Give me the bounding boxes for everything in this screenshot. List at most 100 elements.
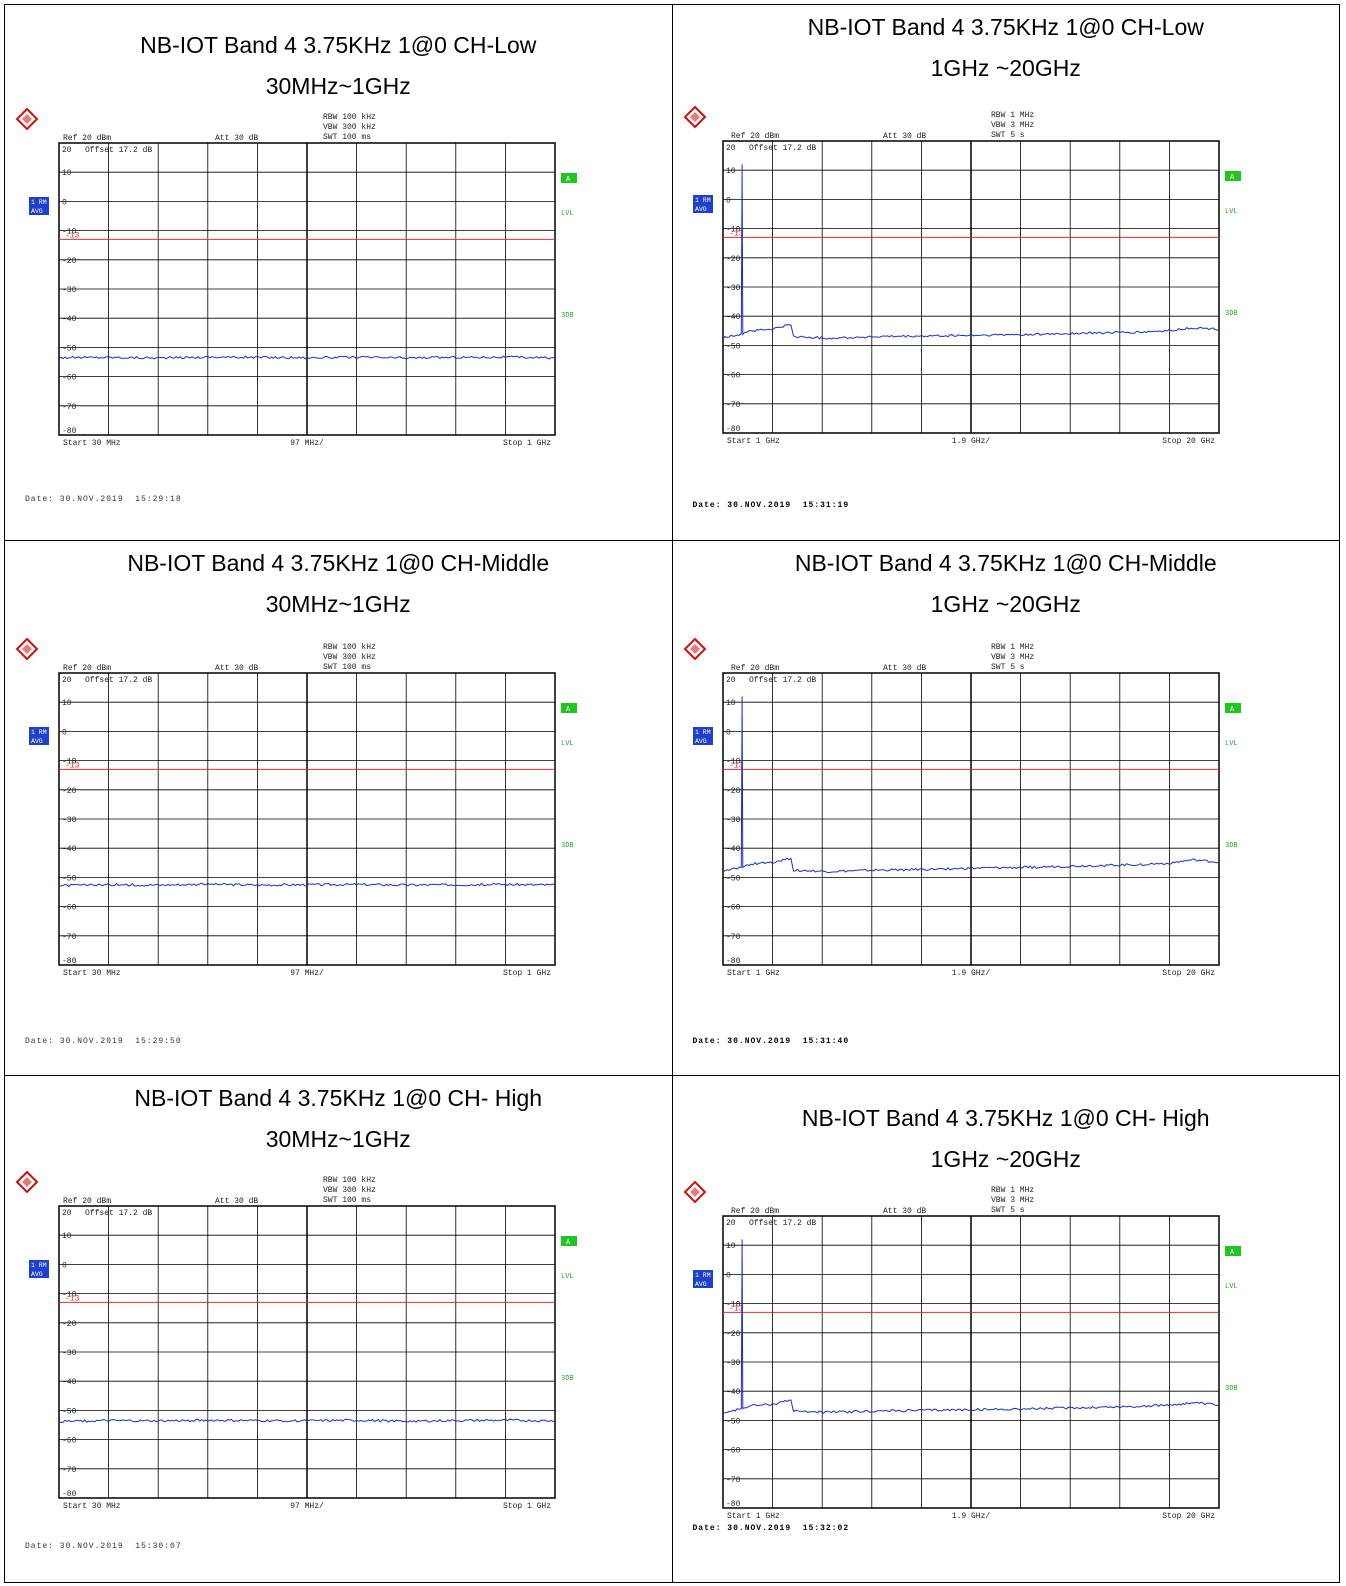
trace-badge: 1 RM AVG	[692, 727, 713, 745]
y-tick-label: 0	[726, 196, 731, 205]
panel-title-line2: 1GHz ~20GHz	[930, 1146, 1081, 1172]
panel-cell: NB-IOT Band 4 3.75KHz 1@0 CH-Middle 30MHz…	[4, 540, 673, 1076]
attenuation-label: Att 30 dB	[883, 132, 926, 141]
lvl-label: LVL	[561, 1273, 574, 1281]
trace-mode-label: 1 RM	[695, 197, 711, 204]
swt-label: SWT 5 s	[991, 1206, 1025, 1215]
y-tick-label: -80	[726, 425, 741, 434]
rbw-label: RBW 1 MHz	[991, 1186, 1034, 1195]
y-tick-label: -50	[62, 344, 77, 353]
y-tick-label: -70	[62, 1466, 77, 1475]
y-tick-label: -20	[726, 1330, 741, 1339]
marker-a-badge: A	[1224, 171, 1241, 182]
panel-title-line2: 30MHz~1GHz	[265, 591, 411, 617]
ref-level-label: Ref 20 dBm	[731, 1207, 779, 1216]
attenuation-label: Att 30 dB	[215, 664, 258, 673]
vbw-label: VBW 300 kHz	[323, 653, 376, 662]
attenuation-label: Att 30 dB	[215, 134, 258, 143]
start-freq-label: Start 30 MHz	[63, 1502, 121, 1511]
y-tick-label: -40	[62, 315, 77, 324]
panel-title: NB-IOT Band 4 3.75KHz 1@0 CH- High 30MHz~…	[5, 1078, 672, 1160]
y-tick-label: 20	[62, 1209, 72, 1218]
rbw-label: RBW 1 MHz	[991, 111, 1034, 120]
panel-cell: NB-IOT Band 4 3.75KHz 1@0 CH-Low 30MHz~1G…	[4, 4, 673, 541]
trace-mode-label: 1 RM	[31, 199, 47, 206]
y-tick-label: -50	[726, 874, 741, 883]
swt-label: SWT 100 ms	[323, 133, 371, 142]
y-tick-label: 20	[62, 676, 72, 685]
detector-label: AVG	[695, 206, 707, 213]
y-tick-label: -80	[726, 957, 741, 966]
rs-logo-icon	[15, 1170, 39, 1194]
offset-label: Offset 17.2 dB	[749, 144, 816, 153]
vbw-label: VBW 300 kHz	[323, 1186, 376, 1195]
rbw-label: RBW 100 kHz	[323, 643, 376, 652]
swt-label: SWT 100 ms	[323, 1196, 371, 1205]
y-tick-label: -20	[62, 1320, 77, 1329]
capture-date: Date: 30.NOV.2019 15:32:02	[692, 1524, 850, 1533]
y-tick-label: 10	[726, 1242, 736, 1251]
marker-a-label: A	[1230, 1249, 1235, 1257]
y-tick-label: -40	[726, 845, 741, 854]
y-tick-label: -80	[62, 1490, 77, 1499]
y-tick-label: -80	[62, 957, 77, 966]
y-tick-label: -70	[62, 933, 77, 942]
rs-logo-icon	[15, 107, 39, 131]
limit-label: -13	[729, 229, 744, 238]
start-freq-label: Start 1 GHz	[727, 969, 780, 978]
stop-freq-label: Stop 20 GHz	[1162, 1512, 1215, 1521]
span-per-div-label: 1.9 GHz/	[951, 437, 990, 446]
panel-title: NB-IOT Band 4 3.75KHz 1@0 CH-Middle 30MHz…	[5, 543, 672, 625]
y-tick-label: -50	[62, 1407, 77, 1416]
trace-badge: 1 RM AVG	[692, 195, 713, 213]
y-tick-label: -30	[726, 816, 741, 825]
panel-title-line1: NB-IOT Band 4 3.75KHz 1@0 CH- High	[134, 1085, 543, 1111]
rs-logo-icon	[683, 1180, 706, 1204]
capture-date: Date: 30.NOV.2019 15:30:07	[25, 1542, 182, 1551]
db3-label: 3DB	[561, 312, 574, 320]
attenuation-label: Att 30 dB	[883, 1207, 926, 1216]
attenuation-label: Att 30 dB	[883, 664, 926, 673]
detector-label: AVG	[31, 208, 43, 215]
trace-badge: 1 RM AVG	[29, 727, 49, 745]
trace-mode-label: 1 RM	[31, 1262, 47, 1269]
y-tick-label: -20	[726, 255, 741, 264]
y-tick-label: 20	[726, 676, 736, 685]
y-tick-label: 10	[62, 169, 72, 178]
db3-label: 3DB	[1225, 1385, 1238, 1393]
y-tick-label: -80	[62, 427, 77, 436]
panel-cell: NB-IOT Band 4 3.75KHz 1@0 CH- High 1GHz ~…	[671, 1075, 1340, 1583]
panel-title: NB-IOT Band 4 3.75KHz 1@0 CH-Low 1GHz ~20…	[673, 7, 1340, 89]
y-tick-label: 10	[726, 699, 736, 708]
panel-title: NB-IOT Band 4 3.75KHz 1@0 CH- High 1GHz ~…	[673, 1098, 1340, 1180]
db3-label: 3DB	[1225, 842, 1238, 850]
trace-mode-label: 1 RM	[695, 729, 711, 736]
y-tick-label: -60	[726, 904, 741, 913]
detector-label: AVG	[31, 1271, 43, 1278]
y-tick-label: -30	[726, 284, 741, 293]
lvl-label: LVL	[561, 210, 574, 218]
y-tick-label: -40	[62, 845, 77, 854]
lvl-label: LVL	[561, 740, 574, 748]
marker-a-label: A	[566, 706, 571, 714]
panel-cell: NB-IOT Band 4 3.75KHz 1@0 CH-Middle 1GHz …	[671, 540, 1340, 1076]
spectrum-trace	[722, 164, 1219, 340]
y-tick-label: -30	[62, 286, 77, 295]
spectrum-trace	[58, 1418, 556, 1423]
marker-a-label: A	[1230, 706, 1235, 714]
capture-date: Date: 30.NOV.2019 15:29:18	[25, 495, 182, 504]
lvl-label: LVL	[1225, 740, 1238, 748]
offset-label: Offset 17.2 dB	[85, 146, 152, 155]
y-tick-label: -10	[62, 228, 77, 237]
panel-title-line2: 30MHz~1GHz	[265, 1126, 411, 1152]
rs-logo-icon	[683, 637, 706, 661]
y-tick-label: -40	[726, 313, 741, 322]
panel-title: NB-IOT Band 4 3.75KHz 1@0 CH-Middle 1GHz …	[673, 543, 1340, 625]
marker-a-badge: A	[1224, 703, 1241, 714]
spectrum-trace	[58, 882, 556, 888]
y-tick-label: 20	[62, 146, 72, 155]
y-tick-label: -50	[62, 874, 77, 883]
y-tick-label: -70	[726, 401, 741, 410]
